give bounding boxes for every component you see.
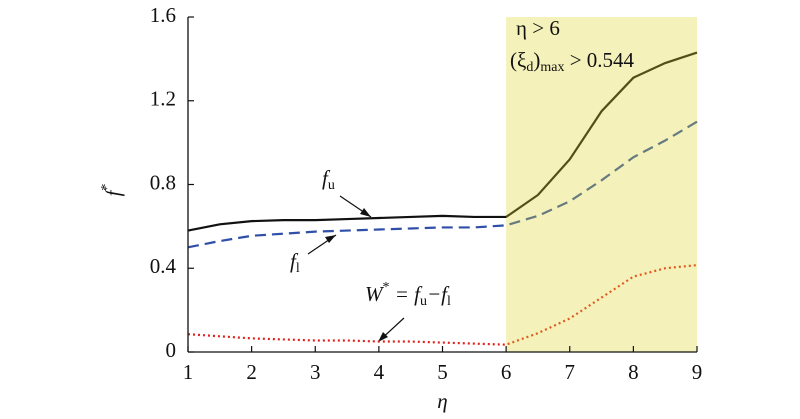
series-label: W* = fu−fl <box>365 280 451 309</box>
series-label-part: = f <box>390 282 424 306</box>
arrow-head <box>325 235 336 243</box>
x-tick-label: 4 <box>374 360 385 384</box>
series-label-part: * <box>383 280 390 295</box>
annotation: (ξd)max > 0.544 <box>510 48 635 75</box>
series-label-part: l <box>447 294 451 309</box>
series-label-part: l <box>296 261 300 276</box>
arrow-head <box>378 332 388 342</box>
series-label-part: −f <box>427 282 450 306</box>
x-tick-label: 2 <box>246 360 257 384</box>
y-tick-label: 0 <box>166 338 177 362</box>
series-label: fl <box>290 249 300 276</box>
arrow-head <box>360 208 371 217</box>
y-tick-label: 1.2 <box>150 87 176 111</box>
series-label-part: u <box>420 294 427 309</box>
annotation: η > 6 <box>516 16 560 40</box>
annotation-part: η > 6 <box>516 16 560 40</box>
x-tick-label: 1 <box>183 360 194 384</box>
annotation-part: > 0.544 <box>564 48 634 72</box>
series-label: fu <box>322 166 335 193</box>
x-tick-label: 7 <box>565 360 576 384</box>
annotation-part: ) <box>533 48 540 72</box>
series-line <box>187 51 698 232</box>
y-axis-label: f* <box>99 184 125 197</box>
annotation-part: d <box>526 60 533 75</box>
shaded-region <box>506 17 697 352</box>
y-axis-label-part: * <box>99 184 114 191</box>
y-tick-label: 0.4 <box>150 254 177 278</box>
x-tick-label: 8 <box>628 360 639 384</box>
series-label-part: W <box>365 282 385 306</box>
series-label-part: u <box>328 178 335 193</box>
x-tick-label: 6 <box>501 360 512 384</box>
x-tick-label: 9 <box>692 360 703 384</box>
annotation-part: max <box>540 60 564 75</box>
x-tick-label: 3 <box>310 360 321 384</box>
y-axis-label-part: f <box>101 187 125 196</box>
x-tick-label: 5 <box>437 360 448 384</box>
series-label-part: f <box>290 249 299 273</box>
y-tick-label: 1.6 <box>150 3 176 27</box>
annotation-part: (ξ <box>510 48 526 72</box>
series-label-part: f <box>322 166 331 190</box>
y-tick-label: 0.8 <box>150 170 176 194</box>
x-axis-label: η <box>437 389 447 413</box>
series-line <box>187 120 698 249</box>
